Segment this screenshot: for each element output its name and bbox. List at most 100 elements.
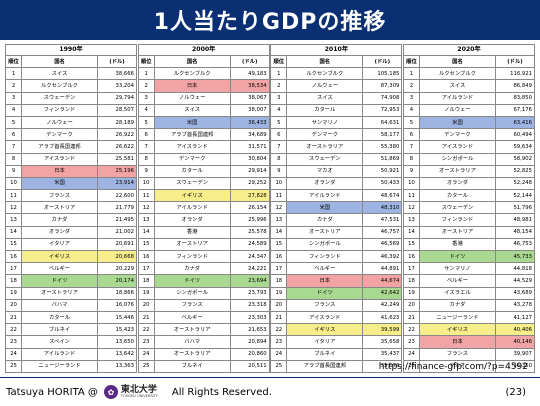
cell-rank: 25: [402, 359, 420, 373]
cell-country: アラブ首長国連邦: [153, 128, 231, 142]
cell-country: ブルネイ: [153, 359, 231, 373]
cell-country: アイルランド: [153, 201, 231, 215]
cell-country: ドイツ: [153, 274, 231, 288]
cell-rank: 14: [270, 225, 288, 239]
cell-value: 25,996: [229, 213, 270, 227]
table-row: 13 カナダ 21,495: [5, 213, 138, 227]
cell-country: デンマーク: [153, 152, 231, 166]
cell-rank: 19: [5, 286, 22, 300]
cell-value: 47,531: [362, 213, 403, 227]
column-header-rank: 順位: [402, 54, 420, 69]
cell-value: 36,350: [494, 359, 535, 373]
cell-rank: 22: [5, 323, 22, 337]
cell-country: ドイツ: [418, 249, 496, 264]
table-row: 6 アラブ首長国連邦 34,689: [137, 128, 270, 142]
table-row: 18 ドイツ 20,174: [5, 274, 138, 288]
rights-notice: All Rights Reserved.: [171, 386, 272, 398]
cell-value: 46,753: [494, 237, 535, 252]
table-row: 11 イギリス 27,828: [137, 189, 270, 203]
cell-country: オランダ: [153, 213, 231, 227]
cell-country: 日本: [21, 164, 98, 178]
page-number: (23): [505, 386, 526, 398]
table-row: 8 シンガポール 58,902: [402, 152, 535, 166]
cell-value: 16,076: [96, 298, 138, 312]
cell-value: 48,981: [494, 213, 535, 227]
table-row: 7 アイスランド 31,571: [137, 140, 270, 154]
table-row: 12 アイルランド 26,154: [137, 201, 270, 215]
cell-rank: 17: [5, 262, 22, 276]
cell-country: オーストラリア: [153, 347, 231, 361]
cell-value: 46,569: [362, 237, 403, 252]
cell-rank: 19: [402, 286, 420, 300]
cell-value: 35,658: [362, 335, 403, 349]
table-row: 1 スイス 38,666: [5, 67, 138, 81]
cell-country: オーストリア: [286, 225, 364, 239]
cell-country: サンマリノ: [286, 115, 364, 130]
cell-country: スイス: [418, 79, 496, 93]
cell-country: オーストラリア: [21, 286, 98, 300]
table-row: 15 オーストリア 24,589: [137, 237, 270, 252]
table-row: 1 ルクセンブルク 105,185: [270, 67, 403, 81]
column-header-country: 国名: [153, 54, 231, 69]
cell-country: フランス: [418, 347, 496, 361]
cell-value: 39,599: [362, 323, 403, 337]
cell-value: 42,642: [362, 286, 403, 300]
cell-rank: 5: [137, 115, 155, 130]
cell-country: オーストラリア: [153, 323, 231, 337]
cell-rank: 14: [402, 225, 420, 239]
cell-country: フランス: [153, 298, 231, 312]
logo-english: TOHOKU UNIVERSITY: [120, 393, 158, 398]
cell-value: 20,668: [96, 249, 138, 264]
cell-country: ニュージーランド: [21, 359, 98, 373]
cell-value: 29,794: [96, 91, 138, 105]
table-row: 5 米国 36,433: [137, 115, 270, 130]
cell-rank: 18: [5, 274, 22, 288]
cell-country: アイスランド: [418, 140, 496, 154]
cell-rank: 17: [137, 262, 155, 276]
cell-value: 50,433: [362, 176, 403, 191]
ranking-table: 2020年 順位 国名 (ドル) 1 ルクセンブルク 116,921 2 スイス 86,849 3 ア…: [402, 44, 535, 373]
table-row: 3 スイス 74,908: [270, 91, 403, 105]
cell-country: 米国: [418, 115, 496, 130]
table-row: 4 スイス 38,007: [137, 103, 270, 117]
cell-value: 13,650: [96, 335, 138, 349]
cell-country: カタール: [418, 189, 496, 203]
table-row: 19 オーストラリア 18,866: [5, 286, 138, 300]
cell-value: 38,666: [96, 67, 138, 81]
cell-rank: 20: [5, 298, 22, 312]
cell-rank: 21: [270, 310, 288, 325]
cell-rank: 8: [137, 152, 155, 166]
cell-value: 48,154: [494, 225, 535, 239]
cell-value: 55,380: [362, 140, 403, 154]
cell-country: ベルギー: [153, 310, 231, 325]
cell-country: スイス: [286, 91, 364, 105]
cell-value: 38,007: [229, 103, 270, 117]
table-row: 11 フランス 22,600: [5, 189, 138, 203]
cell-country: ニュージーランド: [418, 310, 496, 325]
cell-value: 45,733: [494, 249, 535, 264]
cell-country: シンガポール: [418, 152, 496, 166]
cell-value: 25,196: [96, 164, 138, 178]
cell-value: 35,437: [362, 347, 403, 361]
table-row: 6 デンマーク 58,177: [270, 128, 403, 142]
cell-rank: 16: [402, 249, 420, 264]
cell-value: 38,534: [229, 79, 270, 93]
table-row: 3 アイルランド 83,850: [402, 91, 535, 105]
cell-country: ノルウェー: [153, 91, 231, 105]
table-year: 1990年: [4, 44, 138, 56]
cell-country: スイス: [21, 67, 98, 81]
table-row: 23 バハマ 20,894: [137, 335, 270, 349]
cell-country: イギリス: [286, 323, 364, 337]
cell-rank: 19: [270, 286, 288, 300]
cell-rank: 15: [5, 237, 22, 252]
cell-rank: 18: [270, 274, 288, 288]
cell-value: 63,416: [494, 115, 535, 130]
table-row: 6 デンマーク 26,922: [5, 128, 138, 142]
cell-value: 58,177: [362, 128, 403, 142]
cell-rank: 16: [270, 249, 288, 264]
cell-value: 52,825: [494, 164, 535, 178]
table-row: 17 カナダ 24,221: [137, 262, 270, 276]
table-row: 14 香港 25,578: [137, 225, 270, 239]
cell-value: 26,922: [96, 128, 138, 142]
column-header-rank: 順位: [5, 54, 22, 69]
